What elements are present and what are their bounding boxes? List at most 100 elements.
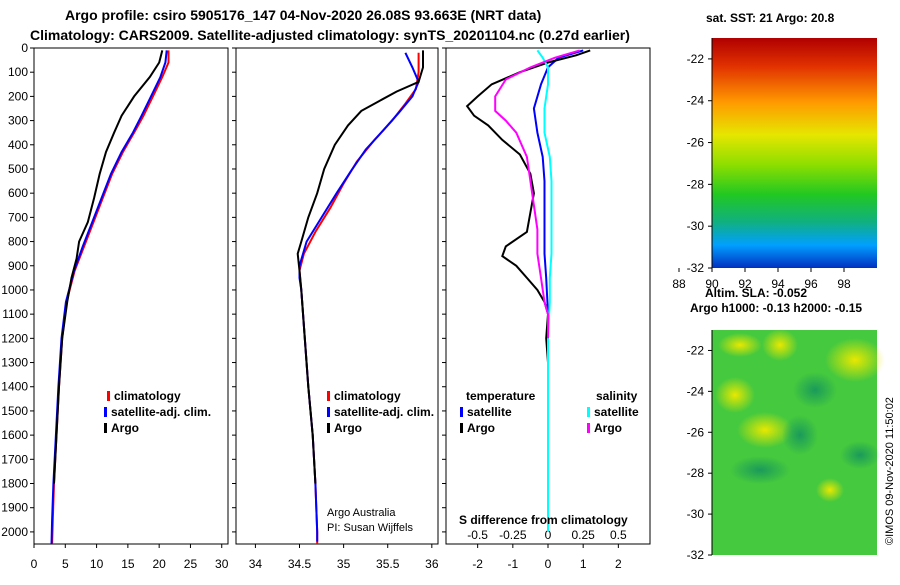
y-tick-label: 1700 xyxy=(1,452,28,466)
lat-tick-label: -28 xyxy=(687,466,705,480)
sla-map-patches xyxy=(715,329,885,502)
lat-tick-label: -22 xyxy=(687,343,705,357)
lat-tick-label: -26 xyxy=(687,136,705,150)
y-tick-label: 1200 xyxy=(1,331,28,345)
lat-tick-label: -30 xyxy=(687,219,705,233)
sst-map xyxy=(712,38,877,268)
y-tick-label: 2000 xyxy=(1,525,28,539)
legend-swatch-satellite xyxy=(327,407,330,417)
x-salinity-tick-label: 0.5 xyxy=(610,528,627,542)
series-line-climatology xyxy=(51,50,170,545)
legend-swatch-satellite xyxy=(104,407,107,417)
timestamp: ©IMOS 09-Nov-2020 11:50:02 xyxy=(884,397,896,545)
lat-tick-label: -22 xyxy=(687,52,705,66)
x-tick-label: 0 xyxy=(31,557,38,571)
y-tick-label: 1000 xyxy=(1,283,28,297)
legend-temp-argo: Argo xyxy=(467,421,495,435)
x-tick-label: 34.5 xyxy=(288,557,312,571)
lat-tick-label: -32 xyxy=(687,548,705,562)
legend-swatch-climatology xyxy=(327,391,330,401)
series-line-argo xyxy=(53,50,164,484)
lat-tick-label: -28 xyxy=(687,177,705,191)
x-tick-label: 35 xyxy=(337,557,351,571)
legend-temperature-heading: temperature xyxy=(466,389,536,403)
credit-line-2: PI: Susan Wijffels xyxy=(327,522,413,534)
legend-swatch-sal-argo xyxy=(587,423,590,433)
lon-tick-label: 96 xyxy=(804,277,818,291)
y-tick-label: 1600 xyxy=(1,428,28,442)
y-tick-label: 1400 xyxy=(1,380,28,394)
x-salinity-tick-label: 0 xyxy=(545,528,552,542)
legend-climatology: climatology xyxy=(114,389,181,403)
x-tick-label: 35.5 xyxy=(376,557,400,571)
x-tick-label: 0 xyxy=(545,557,552,571)
series-line-argo xyxy=(296,50,424,484)
lat-tick-label: -26 xyxy=(687,425,705,439)
x-tick-label: 5 xyxy=(62,557,69,571)
legend-salinity-heading: salinity xyxy=(596,389,638,403)
series-line-satellite-adj-clim- xyxy=(298,52,420,542)
y-tick-label: 500 xyxy=(8,162,28,176)
x-salinity-tick-label: -0.5 xyxy=(467,528,488,542)
legend-swatch-argo xyxy=(104,423,107,433)
lon-tick-label: 98 xyxy=(837,277,851,291)
x-tick-label: 15 xyxy=(121,557,135,571)
lon-tick-label: 88 xyxy=(672,277,686,291)
y-tick-label: 300 xyxy=(8,114,28,128)
lat-tick-label: -30 xyxy=(687,507,705,521)
x-tick-label: -1 xyxy=(507,557,518,571)
x-tick-label: 34 xyxy=(249,557,263,571)
sla-title-2: Argo h1000: -0.13 h2000: -0.15 xyxy=(690,301,862,315)
map-axes: 88 90 92 94 96 98 -22 -24 -26 -28 -30 -32 -22 -24 -26 -… xyxy=(672,38,851,562)
series-line-temperature-satellite xyxy=(532,49,584,532)
y-tick-label: 900 xyxy=(8,259,28,273)
y-tick-label: 200 xyxy=(8,89,28,103)
x-tick-label: 10 xyxy=(90,557,104,571)
x-tick-label: 2 xyxy=(615,557,622,571)
salinity-legend: climatology satellite-adj. clim. Argo Ar… xyxy=(327,389,434,534)
lon-tick-label: 94 xyxy=(771,277,785,291)
x-tick-label: 30 xyxy=(215,557,229,571)
y-tick-label: 100 xyxy=(8,65,28,79)
title-line-2: Climatology: CARS2009. Satellite-adjuste… xyxy=(30,27,630,43)
legend-argo: Argo xyxy=(334,421,362,435)
y-tick-label: 0 xyxy=(21,41,28,55)
difference-panel: -2 -1 0 1 2 -0.5 -0.25 0 0.25 0.5 xyxy=(442,47,651,571)
y-tick-label: 800 xyxy=(8,235,28,249)
x-tick-label: 20 xyxy=(152,557,166,571)
y-tick-label: 600 xyxy=(8,186,28,200)
y-tick-label: 400 xyxy=(8,138,28,152)
legend-satellite: satellite-adj. clim. xyxy=(334,405,434,419)
x-salinity-tick-label: -0.25 xyxy=(499,528,527,542)
credit-line-1: Argo Australia xyxy=(327,507,396,519)
title-line-1: Argo profile: csiro 5905176_147 04-Nov-2… xyxy=(65,7,541,23)
lat-tick-label: -24 xyxy=(687,94,705,108)
legend-satellite: satellite-adj. clim. xyxy=(111,405,211,419)
x-tick-label: -2 xyxy=(472,557,483,571)
legend-sal-satellite: satellite xyxy=(594,405,639,419)
difference-legend: temperature salinity satellite Argo sate… xyxy=(459,389,639,527)
y-tick-label: 700 xyxy=(8,210,28,224)
y-tick-label: 1100 xyxy=(2,307,28,321)
series-line-salinity-satellite xyxy=(536,49,553,532)
series-line-temperature-argo xyxy=(465,49,591,508)
legend-argo: Argo xyxy=(111,421,139,435)
sla-title-1: Altim. SLA: -0.052 xyxy=(705,286,807,300)
legend-swatch-sal-satellite xyxy=(587,407,590,417)
y-tick-label: 1900 xyxy=(1,501,28,515)
lon-tick-label: 90 xyxy=(705,277,719,291)
temperature-legend: climatology satellite-adj. clim. Argo xyxy=(104,389,211,435)
legend-swatch-temp-satellite xyxy=(460,407,463,417)
y-tick-label: 1800 xyxy=(1,477,28,491)
sst-title: sat. SST: 21 Argo: 20.8 xyxy=(706,11,835,25)
lon-tick-label: 92 xyxy=(738,277,752,291)
legend-swatch-climatology xyxy=(107,391,110,401)
lat-tick-label: -24 xyxy=(687,384,705,398)
plot-frame xyxy=(235,47,439,545)
salinity-panel: 34 34.5 35 35.5 36 xyxy=(232,47,439,571)
legend-climatology: climatology xyxy=(334,389,401,403)
x-tick-label: 1 xyxy=(580,557,587,571)
x-tick-label: 36 xyxy=(425,557,439,571)
legend-swatch-temp-argo xyxy=(460,423,463,433)
